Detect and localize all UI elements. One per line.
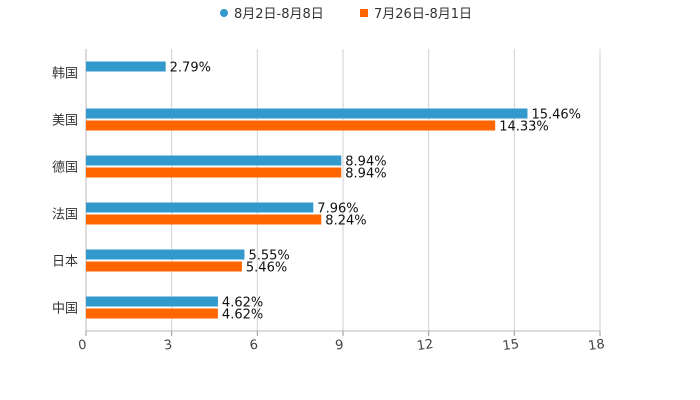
data-label: 8.94% [345, 155, 386, 170]
data-label: 7.96% [317, 202, 358, 217]
data-label: 5.55% [248, 249, 289, 264]
x-tick-label: 0 [77, 338, 87, 354]
data-label: 15.46% [531, 108, 581, 123]
x-tick-label: 3 [163, 338, 173, 354]
category-label: 德国 [52, 161, 78, 176]
legend-label-series-1[interactable]: 8月2日-8月8日 [234, 7, 324, 22]
bar-series-2[interactable] [86, 167, 342, 178]
bar-series-1[interactable] [86, 296, 218, 307]
data-label: 5.46% [246, 261, 287, 276]
bar-series-1[interactable] [86, 155, 342, 166]
data-label: 4.62% [222, 308, 263, 323]
data-label: 2.79% [170, 61, 211, 76]
category-label: 法国 [52, 208, 78, 223]
data-label: 14.33% [499, 120, 549, 135]
data-label: 8.24% [325, 214, 366, 229]
legend-label-series-2[interactable]: 7月26日-8月1日 [374, 7, 472, 22]
bar-series-1[interactable] [86, 108, 528, 119]
x-tick-label: 12 [416, 337, 434, 354]
bar-series-1[interactable] [86, 202, 314, 213]
bar-series-2[interactable] [86, 261, 242, 272]
bar-series-2[interactable] [86, 308, 218, 319]
data-label: 8.94% [345, 167, 386, 182]
legend-marker-series-1[interactable] [220, 9, 228, 17]
x-tick-label: 15 [502, 337, 520, 354]
bar-series-2[interactable] [86, 214, 322, 225]
x-tick-label: 6 [249, 338, 259, 354]
data-label: 4.62% [222, 296, 263, 311]
legend-marker-series-2[interactable] [360, 9, 368, 17]
category-label: 韩国 [52, 67, 78, 82]
bar-series-1[interactable] [86, 249, 245, 260]
x-tick-label: 18 [587, 337, 605, 354]
bar-series-2[interactable] [86, 120, 496, 131]
bar-series-1[interactable] [86, 61, 166, 72]
x-tick-label: 9 [334, 338, 344, 354]
category-label: 美国 [52, 114, 78, 129]
category-label: 中国 [52, 302, 78, 317]
category-label: 日本 [52, 255, 78, 270]
